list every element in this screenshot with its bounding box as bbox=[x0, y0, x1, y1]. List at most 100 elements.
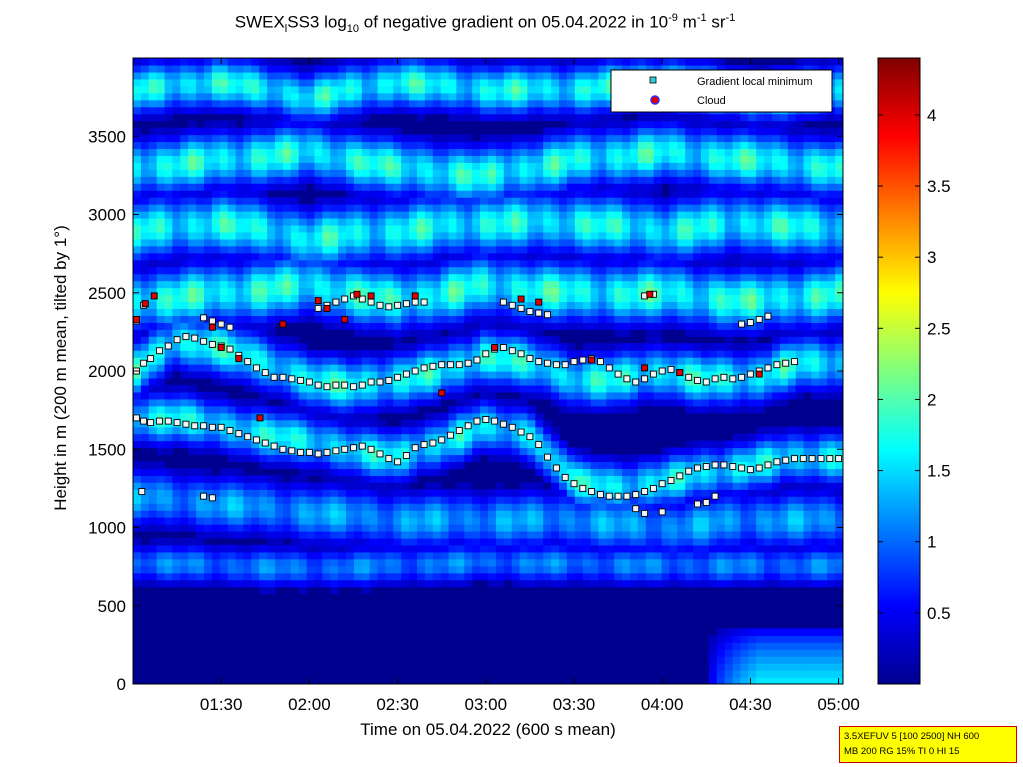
heatmap-cell bbox=[330, 71, 339, 80]
heatmap-cell bbox=[448, 489, 458, 497]
heatmap-cell bbox=[653, 252, 663, 261]
heatmap-cell bbox=[582, 447, 592, 456]
heatmap-cell bbox=[196, 231, 205, 240]
heatmap-cell bbox=[409, 426, 418, 435]
heatmap-cell bbox=[338, 92, 347, 101]
heatmap-cell bbox=[133, 92, 142, 101]
heatmap-cell bbox=[527, 378, 536, 386]
heatmap-cell bbox=[519, 315, 529, 323]
heatmap-cell bbox=[614, 496, 623, 504]
heatmap-cell bbox=[338, 308, 347, 316]
heatmap-cell bbox=[243, 579, 252, 588]
heatmap-cell bbox=[259, 454, 268, 463]
heatmap-cell bbox=[653, 183, 663, 191]
heatmap-cell bbox=[582, 252, 592, 261]
heatmap-cell bbox=[204, 482, 213, 490]
heatmap-cell bbox=[322, 579, 331, 588]
heatmap-cell bbox=[361, 204, 371, 212]
heatmap-cell bbox=[227, 273, 237, 282]
heatmap-cell bbox=[314, 405, 323, 414]
heatmap-cell bbox=[535, 92, 544, 101]
heatmap-cell bbox=[172, 162, 181, 170]
heatmap-cell bbox=[330, 503, 339, 511]
heatmap-cell bbox=[472, 252, 481, 261]
heatmap-cell bbox=[637, 169, 647, 177]
heatmap-cell bbox=[424, 315, 434, 323]
heatmap-cell bbox=[551, 224, 560, 233]
heatmap-cell bbox=[164, 155, 174, 163]
heatmap-cell bbox=[559, 524, 568, 532]
heatmap-cell bbox=[369, 127, 379, 136]
heatmap-cell bbox=[527, 65, 536, 73]
heatmap-cell bbox=[156, 558, 166, 567]
heatmap-cell bbox=[322, 252, 331, 261]
heatmap-cell bbox=[559, 183, 568, 191]
heatmap-cell bbox=[440, 531, 450, 539]
heatmap-cell bbox=[432, 454, 442, 463]
heatmap-cell bbox=[353, 120, 363, 129]
heatmap-cell bbox=[227, 280, 237, 289]
heatmap-cell bbox=[164, 218, 174, 226]
heatmap-cell bbox=[448, 238, 458, 247]
heatmap-cell bbox=[472, 433, 481, 442]
heatmap-cell bbox=[140, 287, 150, 296]
heatmap-cell bbox=[424, 71, 434, 80]
heatmap-cell bbox=[448, 141, 458, 150]
heatmap-cell bbox=[251, 565, 260, 574]
heatmap-cell bbox=[543, 155, 552, 163]
heatmap-cell bbox=[140, 190, 150, 198]
heatmap-cell bbox=[401, 364, 410, 372]
heatmap-cell bbox=[448, 461, 458, 469]
heatmap-cell bbox=[322, 503, 331, 511]
heatmap-cell bbox=[140, 155, 150, 163]
heatmap-cell bbox=[369, 482, 379, 490]
heatmap-cell bbox=[346, 252, 355, 261]
heatmap-cell bbox=[346, 364, 355, 372]
heatmap-cell bbox=[598, 78, 607, 87]
heatmap-cell bbox=[527, 524, 536, 532]
heatmap-cell bbox=[369, 245, 379, 254]
heatmap-cell bbox=[661, 510, 671, 518]
heatmap-cell bbox=[188, 447, 197, 456]
heatmap-cell bbox=[614, 287, 623, 296]
heatmap-cell bbox=[598, 259, 607, 268]
heatmap-cell bbox=[622, 357, 631, 365]
heatmap-cell bbox=[188, 204, 197, 212]
heatmap-cell bbox=[180, 190, 189, 198]
heatmap-cell bbox=[235, 496, 245, 504]
heatmap-cell bbox=[251, 65, 260, 73]
heatmap-cell bbox=[417, 398, 426, 407]
heatmap-cell bbox=[164, 197, 174, 205]
heatmap-cell bbox=[401, 551, 410, 560]
heatmap-cell bbox=[511, 71, 521, 80]
heatmap-cell bbox=[369, 99, 379, 108]
heatmap-cell bbox=[298, 308, 308, 316]
heatmap-cell bbox=[464, 58, 473, 66]
heatmap-cell bbox=[306, 238, 316, 247]
heatmap-cell bbox=[590, 287, 600, 296]
heatmap-cell bbox=[156, 496, 166, 504]
heatmap-cell bbox=[251, 266, 260, 275]
heatmap-cell bbox=[314, 287, 323, 296]
heatmap-cell bbox=[275, 224, 284, 233]
heatmap-cell bbox=[314, 496, 323, 504]
heatmap-cell bbox=[417, 558, 426, 567]
heatmap-cell bbox=[172, 183, 181, 191]
heatmap-cell bbox=[156, 489, 166, 497]
heatmap-cell bbox=[480, 524, 489, 532]
heatmap-cell bbox=[495, 197, 505, 205]
heatmap-cell bbox=[180, 517, 189, 525]
heatmap-cell bbox=[669, 287, 678, 296]
heatmap-cell bbox=[590, 371, 600, 379]
heatmap-cell bbox=[606, 378, 615, 386]
heatmap-cell bbox=[330, 357, 339, 365]
heatmap-cell bbox=[282, 364, 292, 372]
heatmap-cell bbox=[432, 378, 442, 386]
heatmap-cell bbox=[369, 85, 379, 94]
heatmap-cell bbox=[685, 141, 694, 150]
heatmap-cell bbox=[535, 579, 544, 588]
heatmap-cell bbox=[511, 252, 521, 261]
heatmap-cell bbox=[480, 336, 489, 344]
heatmap-cell bbox=[377, 176, 387, 184]
heatmap-cell bbox=[480, 503, 489, 511]
